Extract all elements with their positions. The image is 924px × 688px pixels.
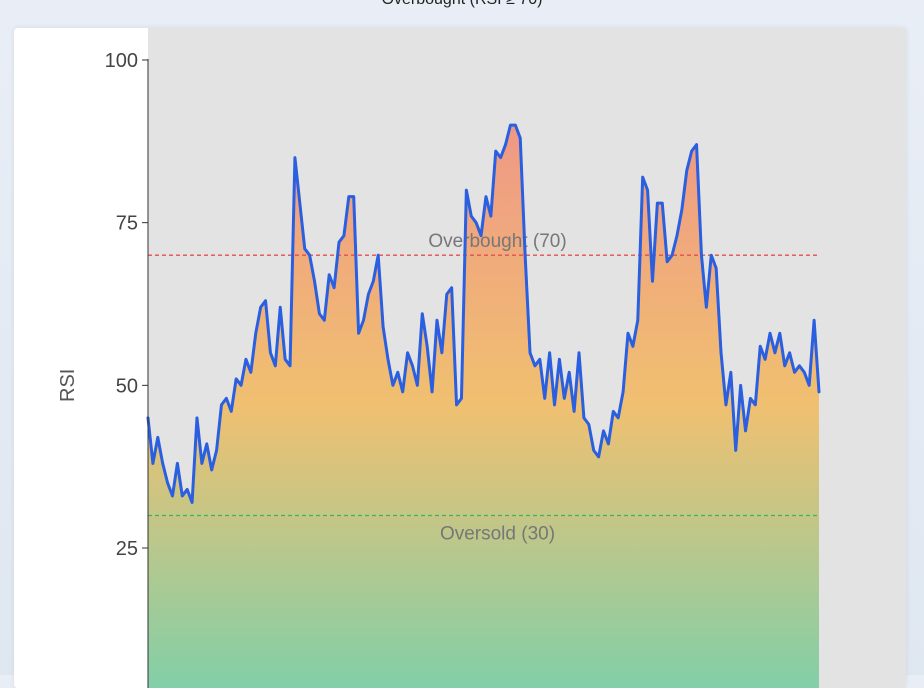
rsi-series-line (146, 123, 821, 504)
y-tick-label: 50 (116, 375, 138, 397)
y-tick-label: 75 (116, 213, 138, 235)
oversold-label: Oversold (30) (440, 523, 555, 544)
overbought-label: Overbought (70) (428, 231, 566, 252)
y-axis-title: RSI (57, 369, 79, 402)
rsi-chart: Overbought (70) Oversold (30) 25 50 75 100 RS… (57, 28, 906, 688)
top-legend-text: Overbought (RSI ≥ 70) (0, 0, 924, 15)
y-tick-label: 100 (105, 50, 138, 72)
y-tick-label: 25 (116, 538, 138, 560)
chart-card: Overbought (70) Oversold (30) 25 50 75 100 RS… (14, 28, 906, 688)
